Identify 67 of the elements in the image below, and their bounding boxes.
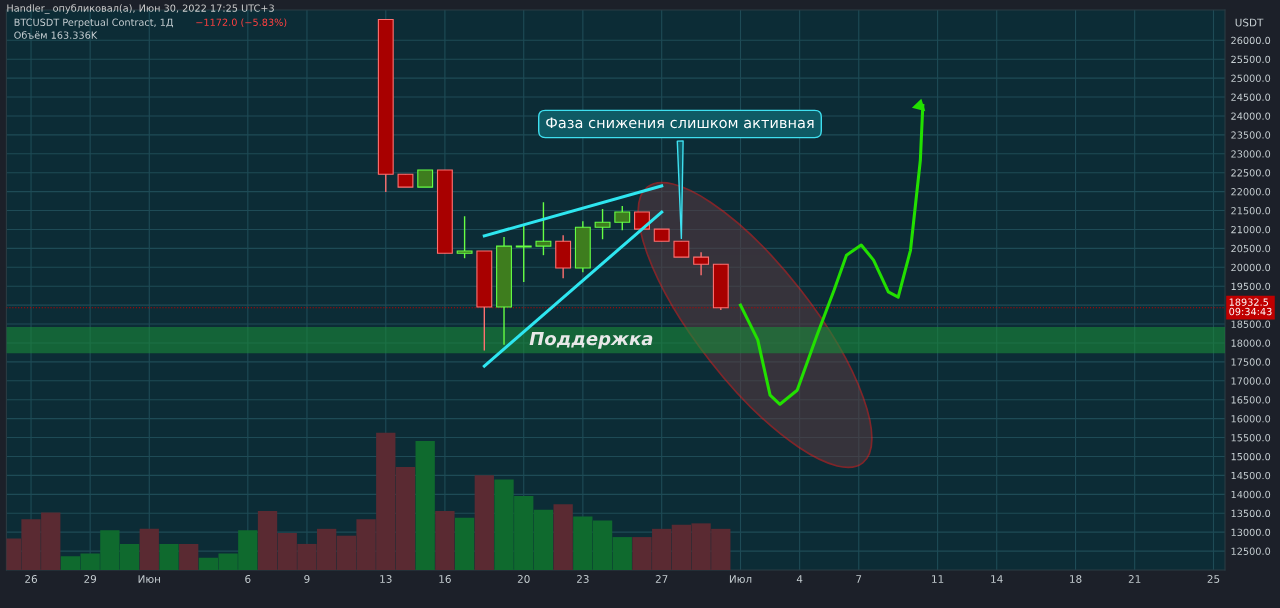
y-tick-label: 18000.0 <box>1231 339 1271 347</box>
y-tick-label: 13000.0 <box>1231 528 1271 536</box>
x-tick-label: 23 <box>576 575 589 583</box>
y-tick-label: 19500.0 <box>1231 282 1271 291</box>
y-axis-title: USDT <box>1235 18 1264 27</box>
x-tick-label: 13 <box>380 575 392 583</box>
y-tick-label: 22000.0 <box>1231 188 1271 196</box>
y-tick-label: 23000.0 <box>1231 150 1271 158</box>
band-label: Поддержка <box>529 331 653 349</box>
x-tick-label: 9 <box>304 575 310 583</box>
y-tick-label: 14000.0 <box>1231 490 1271 499</box>
annotation: −1172.0 (−5.83%) <box>196 18 287 28</box>
y-tick-label: 23500.0 <box>1231 131 1271 139</box>
x-tick-label: 4 <box>796 575 803 583</box>
y-tick-label: 17000.0 <box>1231 377 1271 385</box>
y-tick-label: 21000.0 <box>1231 225 1271 234</box>
y-tick-label: 22500.0 <box>1231 169 1271 177</box>
x-tick-label: 29 <box>84 575 97 583</box>
x-tick-label: 21 <box>1128 575 1141 583</box>
x-tick-label: 7 <box>856 575 862 583</box>
y-tick-label: 25500.0 <box>1231 55 1271 64</box>
y-tick-label: 18500.0 <box>1231 320 1271 328</box>
y-tick-label: 20500.0 <box>1231 244 1271 253</box>
annotation: Объём 163.336K <box>14 31 98 39</box>
bar <box>139 528 159 570</box>
bar <box>159 543 179 570</box>
bar <box>553 504 573 570</box>
y-tick-label: 20000.0 <box>1231 263 1271 272</box>
candlestick <box>693 251 710 276</box>
bar <box>179 543 199 570</box>
y-tick-label: 15500.0 <box>1231 434 1271 442</box>
x-tick-label: 26 <box>25 575 38 583</box>
annotation: Handler_ опубликовал(а), Июн 30, 2022 17:25 UTC+3 <box>7 4 274 14</box>
x-tick-label: 18 <box>1070 575 1082 583</box>
bar <box>435 511 455 570</box>
candlestick <box>594 208 611 240</box>
text: BTCUSDT Perpetual Contract, 1Д <box>14 18 174 28</box>
y-tick-label: 24000.0 <box>1231 112 1271 120</box>
ref-line-label: 18932.5 09:34:43 <box>1229 298 1272 316</box>
x-tick-label: 27 <box>655 575 668 583</box>
x-tick-label: 25 <box>1207 575 1220 583</box>
y-tick-label: 15000.0 <box>1231 452 1271 461</box>
x-tick-label: Июл <box>729 575 752 583</box>
x-tick-label: 14 <box>991 575 1003 583</box>
y-tick-label: 21500.0 <box>1231 207 1271 215</box>
x-tick-label: Июн <box>138 575 161 583</box>
candlestick <box>456 215 473 259</box>
y-tick-label: 25000.0 <box>1231 74 1271 82</box>
y-tick-label: 14500.0 <box>1231 471 1271 480</box>
x-tick-label: 20 <box>517 575 530 583</box>
candlestick <box>614 205 631 231</box>
annotation: Фаза снижения слишком активная <box>546 117 814 129</box>
x-tick-label: 6 <box>245 575 251 583</box>
candlestick <box>535 201 552 256</box>
y-tick-label: 16000.0 <box>1231 415 1271 423</box>
y-tick-label: 26000.0 <box>1231 36 1271 45</box>
bar <box>474 475 494 570</box>
x-tick-label: 16 <box>439 575 451 583</box>
x-tick-label: 11 <box>932 575 944 583</box>
y-tick-label: 13500.0 <box>1231 509 1271 518</box>
bar <box>415 441 435 570</box>
y-tick-label: 24500.0 <box>1231 93 1271 101</box>
y-tick-label: 12500.0 <box>1231 547 1271 555</box>
candlestick <box>515 225 532 283</box>
bar <box>454 517 475 570</box>
y-tick-label: 16500.0 <box>1231 396 1271 404</box>
y-tick-label: 17500.0 <box>1231 358 1271 366</box>
